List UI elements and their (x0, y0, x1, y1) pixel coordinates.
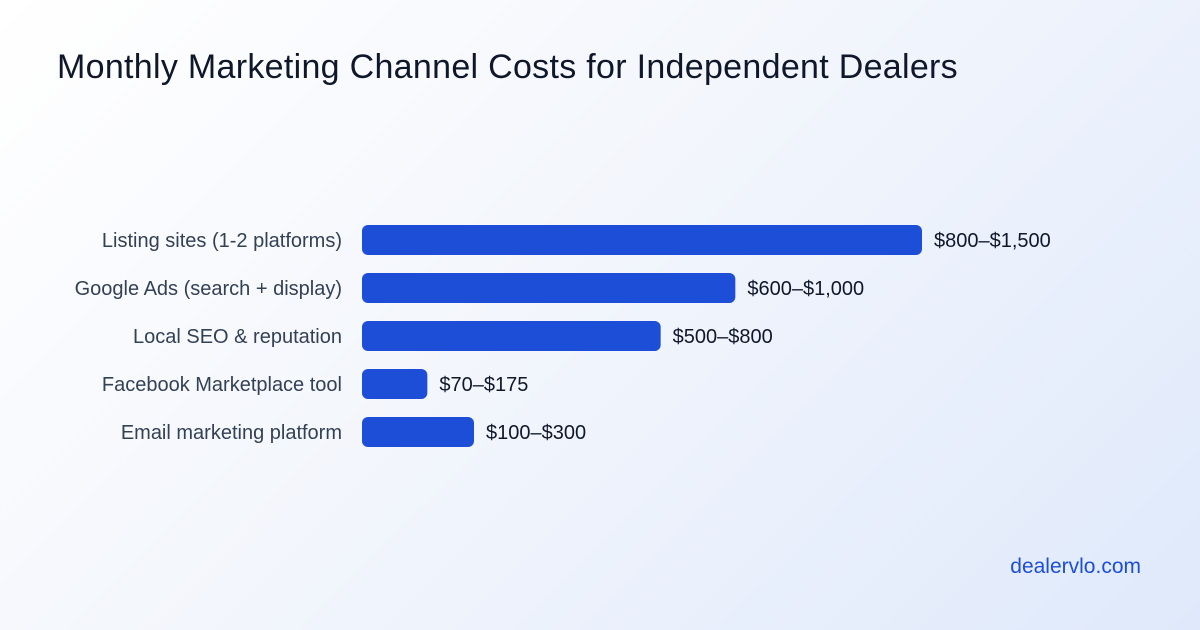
value-label: $800–$1,500 (934, 230, 1051, 252)
value-label: $500–$800 (673, 326, 773, 348)
bar (362, 417, 474, 447)
chart-title: Monthly Marketing Channel Costs for Inde… (57, 48, 958, 86)
category-label: Facebook Marketplace tool (102, 374, 342, 396)
bar (362, 321, 661, 351)
bar (362, 369, 428, 399)
category-label: Local SEO & reputation (133, 326, 342, 348)
category-label: Email marketing platform (121, 422, 342, 444)
value-label: $100–$300 (486, 422, 586, 444)
category-label: Listing sites (1-2 platforms) (102, 230, 342, 252)
bar (362, 273, 736, 303)
bar (362, 225, 922, 255)
category-label: Google Ads (search + display) (75, 278, 342, 300)
value-label: $70–$175 (439, 374, 528, 396)
site-url[interactable]: dealervlo.com (1010, 555, 1141, 578)
value-label: $600–$1,000 (747, 278, 864, 300)
